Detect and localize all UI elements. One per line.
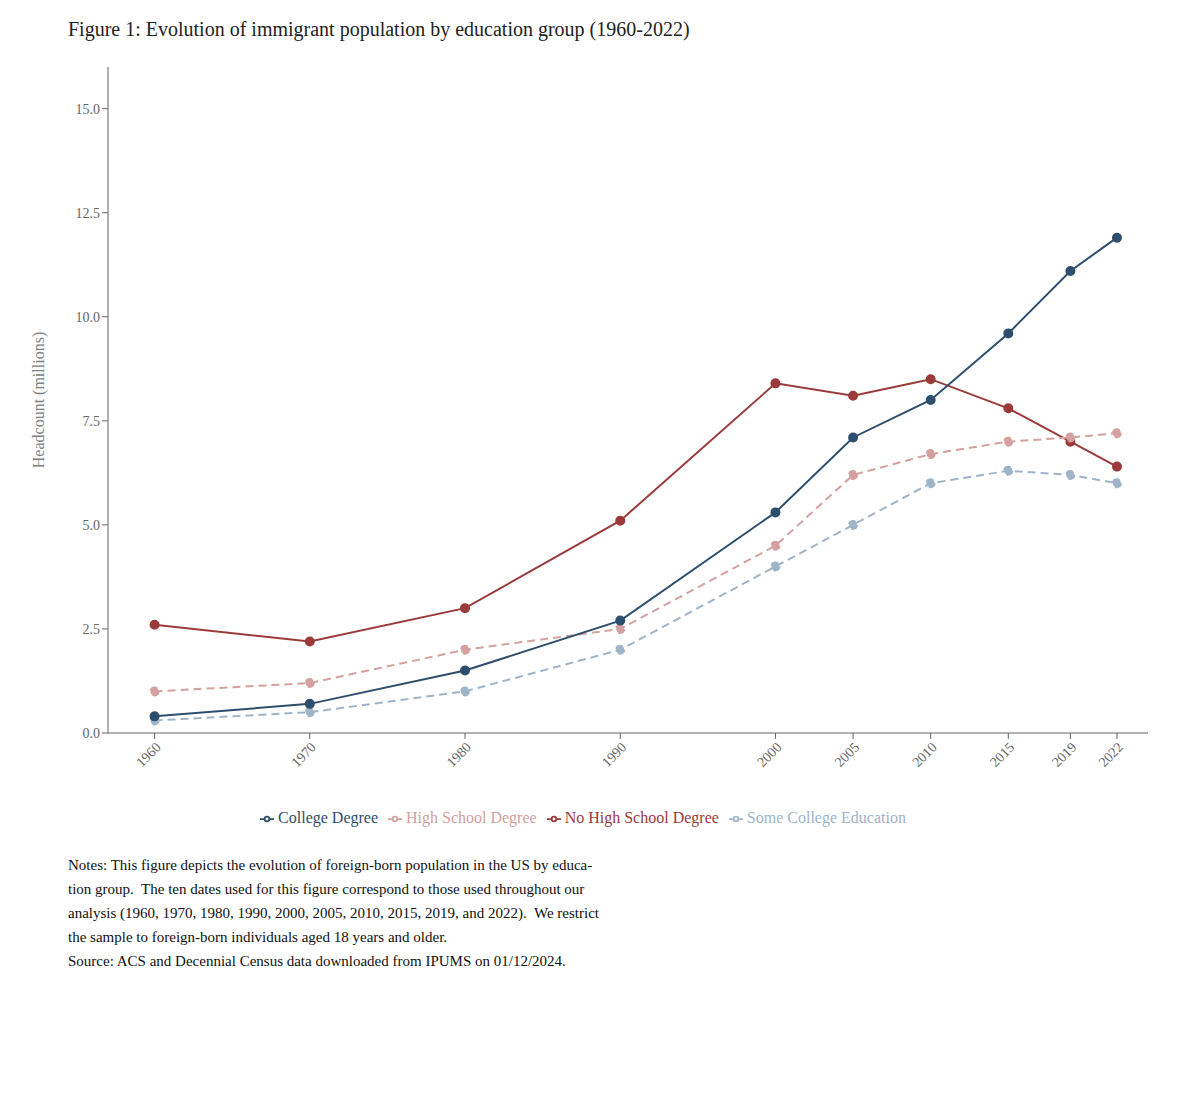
- svg-text:12.5: 12.5: [76, 206, 101, 221]
- html-text:No High School Degree: No High School Degree: [564, 809, 719, 826]
- svg-text:2022: 2022: [1096, 740, 1126, 770]
- html-text:tion group. The ten dates used: tion group. The ten dates used for this …: [68, 881, 585, 897]
- svg-text:7.5: 7.5: [83, 414, 101, 429]
- svg-text:2015: 2015: [987, 740, 1017, 770]
- svg-text:2010: 2010: [909, 740, 939, 770]
- svg-text:1990: 1990: [599, 740, 629, 770]
- svg-text:2.5: 2.5: [83, 622, 101, 637]
- html-text:College Degree: College Degree: [278, 809, 378, 826]
- svg-text:2000: 2000: [754, 740, 784, 770]
- svg-text:10.0: 10.0: [76, 310, 101, 325]
- html-text:Some College Education: Some College Education: [746, 809, 906, 826]
- svg-text:1980: 1980: [444, 740, 474, 770]
- svg-text:5.0: 5.0: [83, 518, 101, 533]
- svg-text:2005: 2005: [832, 740, 862, 770]
- html-text:the sample to foreign-born ind: the sample to foreign-born individuals a…: [68, 929, 448, 945]
- svg-text:0.0: 0.0: [83, 726, 101, 741]
- svg-text:1970: 1970: [289, 740, 319, 770]
- svg-text:15.0: 15.0: [76, 102, 101, 117]
- html-text:analysis (1960, 1970, 1980, 19: analysis (1960, 1970, 1980, 1990, 2000, …: [68, 905, 599, 921]
- svg-text:2019: 2019: [1049, 740, 1079, 770]
- html-text:Source: ACS and Decennial Cens: Source: ACS and Decennial Census data do…: [68, 953, 566, 969]
- html-text:Notes: This figure depicts the: Notes: This figure depicts the evolution…: [68, 857, 593, 873]
- html-text:High School Degree: High School Degree: [406, 809, 537, 826]
- svg-text:1960: 1960: [133, 740, 163, 770]
- svg-text:Headcount (millions): Headcount (millions): [30, 332, 48, 468]
- html-text:Figure 1: Evolution of immigra: Figure 1: Evolution of immigrant populat…: [68, 18, 690, 40]
